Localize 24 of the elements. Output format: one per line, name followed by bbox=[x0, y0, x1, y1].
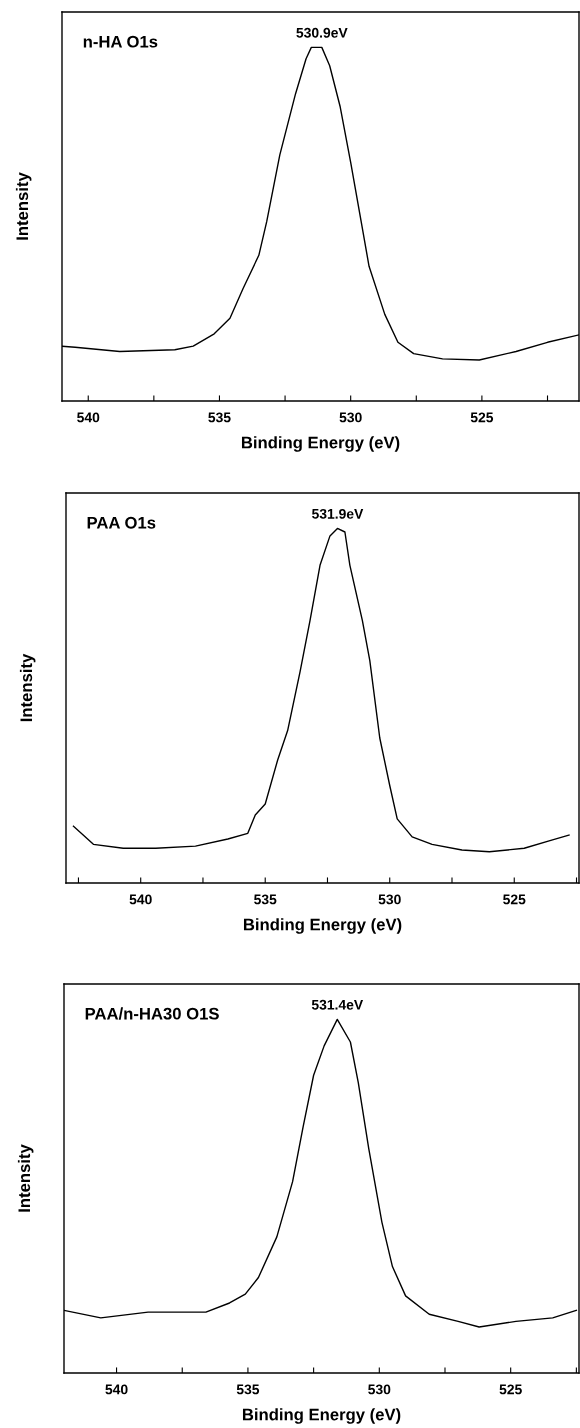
x-tick-label: 525 bbox=[499, 1384, 522, 1395]
y-axis-title: Intensity bbox=[17, 1144, 34, 1212]
x-tick-label: 540 bbox=[129, 894, 152, 905]
text: 530.9eV bbox=[296, 27, 348, 38]
x-tick-label: 530 bbox=[368, 1384, 391, 1395]
x-tick-label: 530 bbox=[339, 412, 362, 423]
text: 531.9eV bbox=[312, 508, 364, 519]
x-tick-label: 535 bbox=[254, 894, 277, 905]
x-tick-label: 530 bbox=[378, 894, 401, 905]
text: 531.4eV bbox=[311, 999, 364, 1010]
x-tick-label: 535 bbox=[236, 1384, 260, 1395]
x-tick-label: 540 bbox=[105, 1384, 128, 1395]
x-tick-label: 525 bbox=[503, 894, 526, 905]
chart-title: n-HA O1s bbox=[83, 35, 158, 48]
x-axis-title: Binding Energy (eV) bbox=[241, 436, 400, 452]
x-tick-label: 535 bbox=[208, 412, 231, 423]
chart-title: PAA O1s bbox=[87, 516, 156, 529]
x-axis-title: Binding Energy (eV) bbox=[243, 918, 402, 934]
y-axis-title: Intensity bbox=[19, 653, 36, 722]
x-tick-label: 525 bbox=[470, 412, 494, 423]
y-axis-title: Intensity bbox=[15, 172, 32, 240]
x-axis-title: Binding Energy (eV) bbox=[242, 1408, 401, 1424]
chart-title: PAA/n-HA30 O1S bbox=[85, 1007, 219, 1020]
x-tick-label: 540 bbox=[77, 412, 100, 423]
